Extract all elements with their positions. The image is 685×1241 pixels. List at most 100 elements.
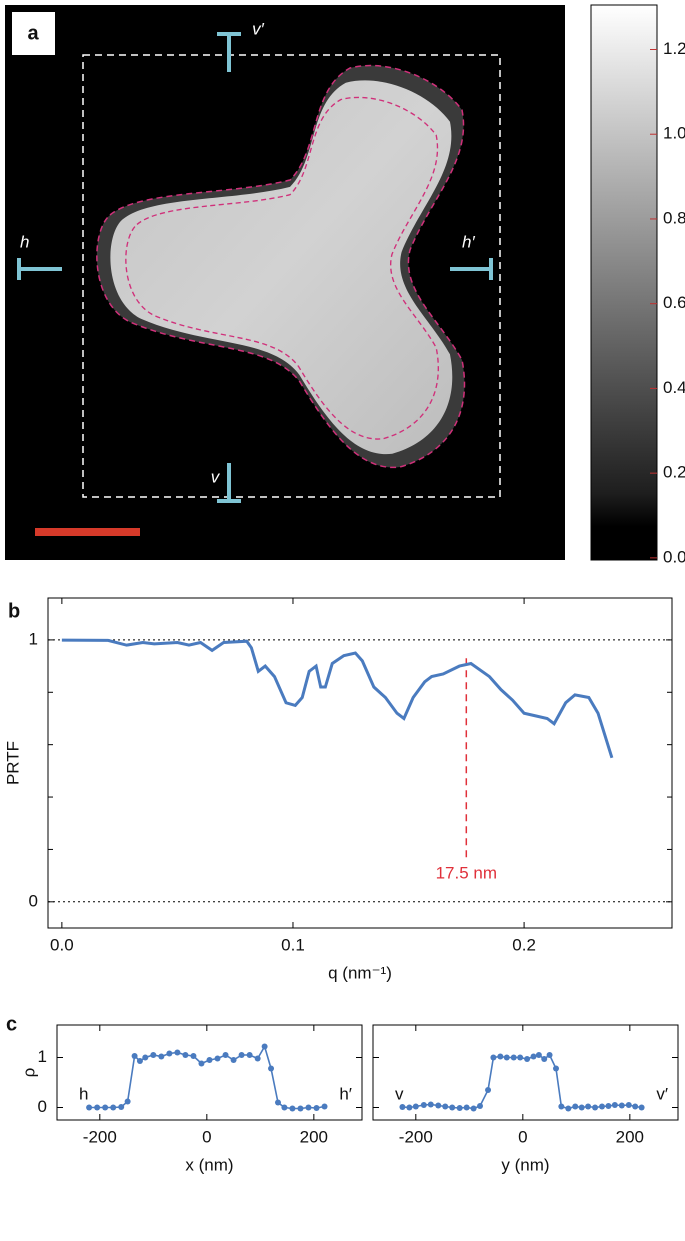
data-point (530, 1053, 537, 1060)
data-point (456, 1105, 463, 1111)
data-point (449, 1104, 456, 1111)
data-point (136, 1058, 143, 1064)
data-point (222, 1052, 229, 1058)
data-point (442, 1103, 449, 1110)
data-point (94, 1104, 101, 1111)
data-line (61, 638, 614, 759)
colorbar-tick-label: 0.4 (663, 378, 685, 397)
y-axis-label: PRTF (3, 741, 22, 785)
data-point (124, 1098, 131, 1105)
data-point (427, 1101, 434, 1108)
plot-frame (372, 1024, 679, 1121)
marker-label: v′ (252, 19, 265, 38)
inner-contour (125, 96, 439, 440)
corner-label: h′ (339, 1084, 352, 1103)
data-point (503, 1054, 510, 1061)
data-point (477, 1103, 484, 1109)
data-point (412, 1103, 419, 1110)
data-point (435, 1102, 442, 1109)
data-point (321, 1103, 328, 1110)
data-point (118, 1104, 125, 1110)
panel-label: a (27, 22, 39, 44)
colorbar-tick-label: 0.2 (663, 463, 685, 482)
plot-frame (47, 597, 673, 929)
data-point (541, 1056, 548, 1062)
data-point (268, 1065, 275, 1072)
data-point (553, 1065, 559, 1072)
data-point (261, 1043, 268, 1050)
colorbar-tick-label: 1.0 (663, 124, 685, 143)
particle (110, 80, 453, 455)
data-point (605, 1103, 612, 1109)
support-box (82, 54, 501, 498)
marker-label: h′ (462, 232, 475, 251)
x-tick-label: 200 (300, 1127, 328, 1146)
data-point (490, 1054, 497, 1061)
data-point (206, 1057, 213, 1063)
panel-label: b (8, 600, 20, 622)
data-point (399, 1104, 406, 1110)
corner-label: v′ (656, 1084, 668, 1103)
x-axis-label: x (nm) (185, 1155, 233, 1174)
data-point (611, 1102, 618, 1108)
data-point (274, 1099, 281, 1106)
marker-label: v (211, 467, 221, 486)
x-tick-label: 0 (518, 1127, 527, 1146)
data-point (625, 1102, 632, 1108)
marker-label: h (20, 232, 29, 251)
data-point (497, 1053, 504, 1060)
data-line (402, 1053, 642, 1110)
data-point (470, 1105, 477, 1112)
data-point (297, 1105, 304, 1112)
data-point (558, 1103, 565, 1110)
x-tick-label: 0.2 (512, 935, 536, 954)
data-point (510, 1054, 517, 1061)
scale-bar (35, 528, 140, 536)
plot-frame (56, 1024, 363, 1121)
data-point (182, 1052, 189, 1058)
data-point (485, 1087, 492, 1093)
annotation: 17.5 nm (436, 863, 497, 882)
x-tick-label: 200 (616, 1127, 644, 1146)
data-point (565, 1105, 572, 1112)
y-tick-label: 0 (38, 1097, 47, 1116)
data-point (305, 1104, 312, 1111)
data-point (246, 1052, 253, 1058)
panel-label: c (6, 1013, 17, 1035)
outer-contour (96, 64, 466, 469)
cut-markers (17, 32, 493, 503)
data-point (158, 1053, 165, 1060)
y-tick-label: 1 (29, 629, 38, 648)
data-point (578, 1104, 585, 1111)
corner-label: v (395, 1084, 404, 1103)
corner-label: h (79, 1084, 88, 1103)
x-tick-label: 0 (202, 1127, 211, 1146)
data-point (174, 1049, 181, 1056)
data-line (89, 1044, 325, 1110)
data-point (313, 1105, 320, 1111)
data-point (110, 1104, 117, 1111)
data-point (190, 1053, 197, 1059)
x-tick-label: -200 (83, 1127, 117, 1146)
data-point (131, 1053, 138, 1059)
x-tick-label: -200 (399, 1127, 433, 1146)
x-axis-label: q (nm⁻¹) (328, 963, 392, 982)
data-point (638, 1104, 645, 1111)
data-point (142, 1054, 149, 1061)
data-point (289, 1105, 296, 1112)
data-point (150, 1052, 157, 1058)
colorbar-tick-label: 0.0 (663, 547, 685, 566)
colorbar (590, 4, 658, 561)
data-point (230, 1057, 237, 1063)
data-point (592, 1104, 599, 1111)
data-point (524, 1056, 531, 1062)
data-point (463, 1104, 470, 1111)
data-point (632, 1103, 639, 1110)
x-tick-label: 0.1 (281, 935, 305, 954)
data-point (546, 1052, 553, 1058)
x-axis-label: y (nm) (501, 1155, 549, 1174)
data-point (585, 1103, 592, 1110)
data-point (254, 1055, 261, 1062)
y-tick-label: 1 (38, 1047, 47, 1066)
data-point (599, 1103, 606, 1110)
